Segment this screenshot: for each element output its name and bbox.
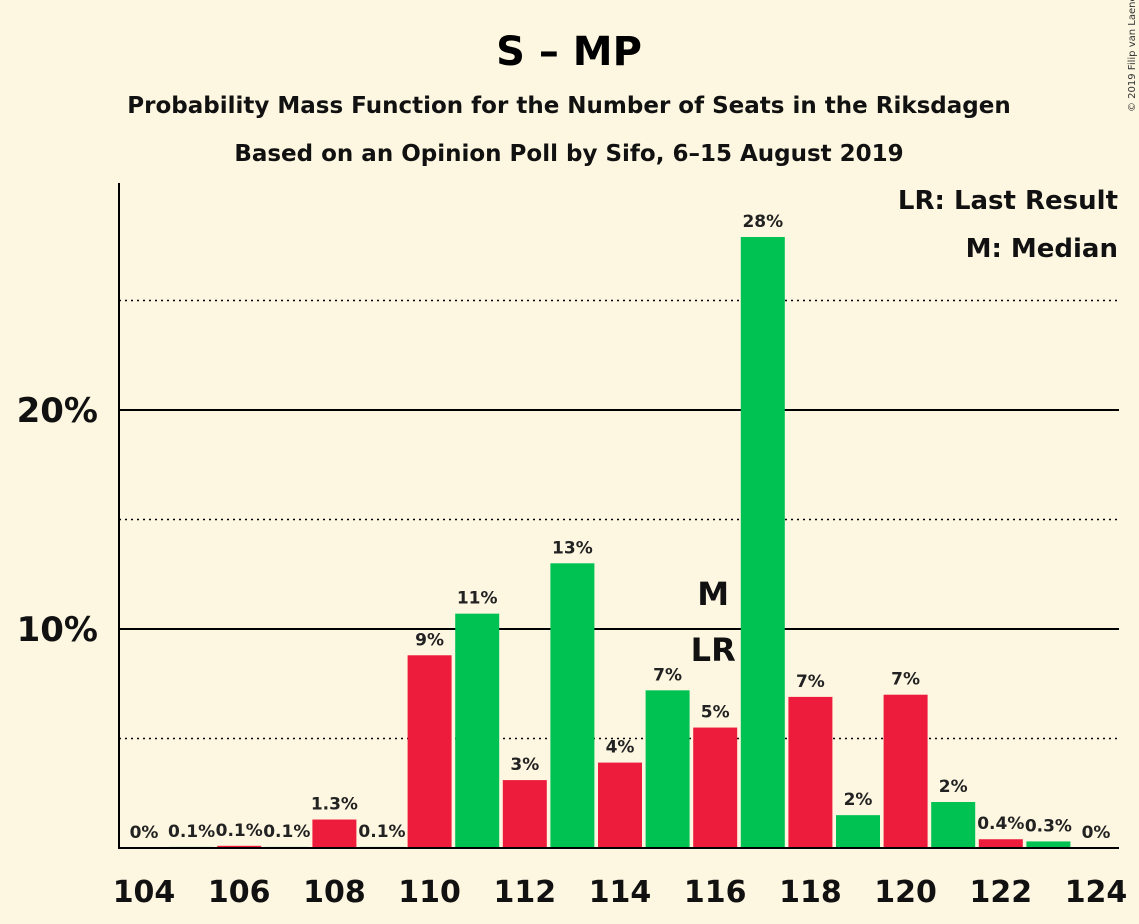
data-label-121: 2% xyxy=(939,777,968,797)
x-tick-label: 110 xyxy=(398,875,461,910)
x-ticks: 104 106 108 110 112 114 116 118 120 122 124 xyxy=(113,875,1128,910)
data-label-110: 9% xyxy=(415,630,444,650)
bar-108 xyxy=(312,819,357,848)
data-label-113: 13% xyxy=(552,538,593,558)
y-tick-label: 10% xyxy=(17,610,98,650)
data-label-114: 4% xyxy=(606,738,635,758)
data-label-106: 0.1% xyxy=(216,821,263,841)
bar-115 xyxy=(645,690,690,848)
data-label-104: 0% xyxy=(130,823,159,843)
x-tick-label: 116 xyxy=(684,875,747,910)
bar-114 xyxy=(598,762,642,848)
x-tick-label: 114 xyxy=(589,875,652,910)
data-label-105: 0.1% xyxy=(168,822,215,842)
bar-123 xyxy=(1026,841,1071,848)
bar-106 xyxy=(217,845,262,848)
data-label-122: 0.4% xyxy=(977,814,1024,834)
legend-last-result: LR: Last Result xyxy=(898,186,1118,216)
bars-layer xyxy=(169,236,1071,849)
data-label-118: 7% xyxy=(796,672,825,692)
marker-m: M xyxy=(697,575,729,613)
data-label-107: 0.1% xyxy=(263,822,310,842)
x-tick-label: 122 xyxy=(969,875,1032,910)
labels-layer: 0% 0.1% 0.1% 0.1%1.3%0.1%9%11%3%13%4%7%5%28… xyxy=(130,212,1111,843)
bar-121 xyxy=(931,802,976,848)
marker-lr: LR xyxy=(691,631,736,669)
chart-subtitle-2: Based on an Opinion Poll by Sifo, 6–15 A… xyxy=(234,141,903,167)
bar-117 xyxy=(740,236,785,849)
data-label-119: 2% xyxy=(844,790,873,810)
data-label-115: 7% xyxy=(653,665,682,685)
bar-111 xyxy=(455,613,500,848)
legend-median: M: Median xyxy=(966,234,1118,264)
x-tick-label: 106 xyxy=(208,875,271,910)
grid-layer xyxy=(119,299,1119,740)
data-label-109: 0.1% xyxy=(358,822,405,842)
bar-110 xyxy=(407,655,452,848)
bar-118 xyxy=(788,696,833,848)
bar-113 xyxy=(550,563,595,848)
data-label-123: 0.3% xyxy=(1025,816,1072,836)
bar-116 xyxy=(693,727,738,848)
x-tick-label: 104 xyxy=(113,875,176,910)
chart-title: S – MP xyxy=(496,29,642,75)
data-label-124: 0% xyxy=(1082,823,1111,843)
x-tick-label: 124 xyxy=(1065,875,1128,910)
x-tick-label: 118 xyxy=(779,875,842,910)
data-label-111: 11% xyxy=(457,589,498,609)
bar-120 xyxy=(883,694,928,848)
data-label-116: 5% xyxy=(701,703,730,723)
x-tick-label: 108 xyxy=(303,875,366,910)
x-tick-label: 112 xyxy=(493,875,556,910)
markers-layer: M LR xyxy=(691,575,736,669)
y-tick-label: 20% xyxy=(17,391,98,431)
data-label-112: 3% xyxy=(510,755,539,775)
bar-119 xyxy=(836,815,880,848)
data-label-117: 28% xyxy=(742,212,783,232)
x-tick-label: 120 xyxy=(874,875,937,910)
bar-112 xyxy=(502,780,547,848)
copyright-text: © 2019 Filip van Laenen xyxy=(1127,0,1138,112)
y-ticks: 10% 20% xyxy=(17,391,98,650)
data-label-120: 7% xyxy=(891,670,920,690)
bar-122 xyxy=(978,839,1023,848)
data-label-108: 1.3% xyxy=(311,795,358,815)
chart-subtitle: Probability Mass Function for the Number… xyxy=(127,93,1010,119)
